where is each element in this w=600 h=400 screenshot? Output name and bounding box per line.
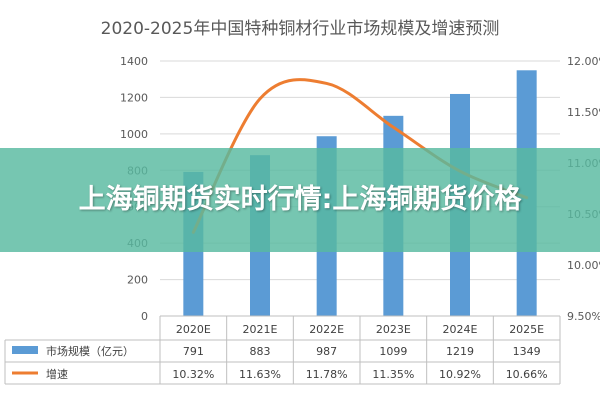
legend-key-bar — [12, 346, 38, 354]
chart-title: 2020-2025年中国特种铜材行业市场规模及增速预测 — [101, 19, 500, 39]
growth-value-label: 10.32% — [172, 368, 214, 381]
growth-value-label: 10.92% — [439, 368, 481, 381]
bar-value-label: 1219 — [446, 345, 474, 358]
right-tick-label: 11.50% — [567, 106, 600, 119]
growth-value-label: 11.35% — [372, 368, 414, 381]
bar-value-label: 1099 — [379, 345, 407, 358]
left-tick-label: 0 — [141, 310, 148, 323]
data-table: 2020E 791 10.32% 2021E 883 11.63% 2022E 987 11.7… — [4, 315, 561, 385]
growth-value-label: 11.63% — [239, 368, 281, 381]
category-label: 2021E — [243, 323, 278, 336]
category-label: 2025E — [509, 323, 544, 336]
legend-label-line: 增速 — [46, 367, 68, 381]
headline-banner: 上海铜期货实时行情:上海铜期货价格 — [0, 148, 600, 252]
growth-value-label: 11.78% — [306, 368, 348, 381]
legend-label-bar: 市场规模（亿元） — [46, 344, 134, 358]
category-label: 2022E — [309, 323, 344, 336]
left-tick-label: 1000 — [120, 128, 148, 141]
bar-value-label: 883 — [250, 345, 271, 358]
right-tick-label: 12.00% — [567, 55, 600, 68]
bar-value-label: 791 — [183, 345, 204, 358]
category-label: 2020E — [176, 323, 211, 336]
growth-value-label: 10.66% — [506, 368, 548, 381]
category-label: 2024E — [443, 323, 478, 336]
left-tick-label: 1400 — [120, 55, 148, 68]
headline-text: 上海铜期货实时行情:上海铜期货价格 — [78, 184, 522, 215]
left-tick-label: 1200 — [120, 91, 148, 104]
bar-value-label: 987 — [316, 345, 337, 358]
left-tick-label: 200 — [127, 274, 148, 287]
bar-value-label: 1349 — [513, 345, 541, 358]
right-tick-label: 9.50% — [567, 310, 600, 323]
category-label: 2023E — [376, 323, 411, 336]
right-tick-label: 10.00% — [567, 259, 600, 272]
